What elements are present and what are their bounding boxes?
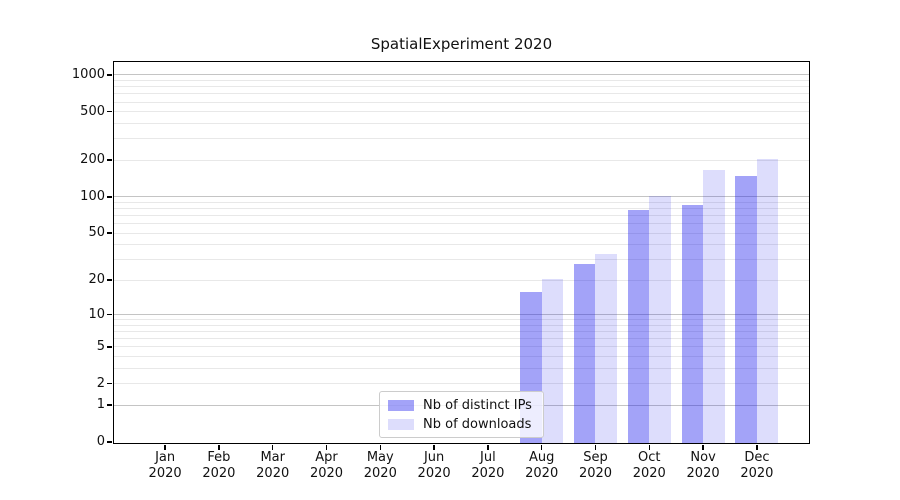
legend-item-distinct-ips: Nb of distinct IPs [388,398,535,413]
gridline-minor-2 [114,383,809,385]
x-tick-apr-2020 [325,445,328,450]
y-tick-2 [107,382,112,385]
bar-nb-of-distinct-ips-dec-2020 [735,176,757,443]
x-tick-jan-2020 [164,445,166,450]
gridline-minor-70 [114,215,809,217]
gridline-minor-400 [114,123,809,125]
bar-nb-of-distinct-ips-oct-2020 [627,209,650,443]
y-tick-500 [107,110,112,113]
x-tick-dec-2020 [756,445,758,450]
legend-item-downloads: Nb of downloads [388,417,535,432]
bar-nb-of-downloads-oct-2020 [649,195,671,443]
gridline-minor-80 [114,208,809,210]
gridline-minor-600 [114,101,809,103]
legend-swatch-distinct-ips [388,399,414,411]
bar-nb-of-downloads-sep-2020 [595,254,617,443]
gridline-minor-40 [114,244,809,246]
y-tick-label-20: 20 [88,272,105,288]
gridline-minor-5 [114,346,809,348]
x-tick-label-mar-2020: Mar 2020 [256,450,290,481]
x-tick-may-2020 [379,445,382,450]
gridline-minor-500 [114,111,809,113]
x-tick-label-jan-2020: Jan 2020 [148,450,182,481]
bar-nb-of-distinct-ips-nov-2020 [681,204,704,443]
gridline-minor-8 [114,324,809,326]
gridline-minor-90 [114,201,809,203]
y-tick-1 [107,404,112,406]
x-tick-mar-2020 [271,445,274,450]
x-tick-label-jul-2020: Jul 2020 [471,450,505,481]
gridline-major-100 [114,196,809,198]
y-tick-label-5: 5 [96,338,105,354]
x-tick-label-may-2020: May 2020 [363,450,397,481]
x-tick-label-aug-2020: Aug 2020 [525,450,559,481]
y-tick-label-100: 100 [80,188,105,204]
x-tick-sep-2020 [594,445,597,450]
legend-swatch-downloads [388,418,414,430]
chart-title: SpatialExperiment 2020 [370,35,553,53]
y-tick-1000 [107,74,112,76]
x-tick-feb-2020 [218,445,220,450]
y-tick-200 [107,159,112,161]
gridline-minor-800 [114,86,809,88]
y-tick-50 [107,232,112,234]
x-tick-aug-2020 [540,445,543,450]
gridline-minor-7 [114,331,809,333]
legend-label-downloads: Nb of downloads [423,416,532,432]
y-tick-10 [107,313,112,316]
y-tick-20 [107,279,112,281]
gridline-minor-4 [114,355,809,357]
y-tick-label-50: 50 [88,225,105,241]
y-tick-label-1: 1 [96,397,105,413]
gridline-minor-300 [114,138,809,140]
gridline-minor-200 [114,159,809,161]
gridline-major-10 [114,314,809,316]
gridline-minor-50 [114,232,809,234]
bar-nb-of-downloads-nov-2020 [703,170,725,443]
gridline-minor-3 [114,367,809,369]
y-tick-label-10: 10 [88,306,105,322]
gridline-minor-900 [114,80,809,82]
x-tick-label-oct-2020: Oct 2020 [632,450,666,481]
gridline-minor-6 [114,338,809,340]
y-tick-label-200: 200 [80,152,105,168]
gridline-major-1000 [114,74,809,76]
gridline-minor-30 [114,259,809,261]
y-tick-100 [107,196,112,198]
gridline-minor-9 [114,319,809,321]
legend: Nb of distinct IPs Nb of downloads [379,391,544,438]
x-tick-label-jun-2020: Jun 2020 [417,450,451,481]
y-tick-label-1000: 1000 [71,66,105,82]
x-tick-label-apr-2020: Apr 2020 [309,450,344,481]
legend-label-distinct-ips: Nb of distinct IPs [423,397,532,413]
y-tick-label-500: 500 [80,103,105,119]
gridline-minor-700 [114,93,809,95]
y-tick-label-0: 0 [96,434,105,449]
bar-nb-of-downloads-dec-2020 [756,158,779,443]
x-tick-label-sep-2020: Sep 2020 [578,450,613,481]
plot-area: Nb of distinct IPs Nb of downloads 0 1 2 5 1… [72,61,810,481]
y-tick-5 [107,346,112,348]
x-tick-label-nov-2020: Nov 2020 [686,450,720,481]
bar-nb-of-downloads-aug-2020 [541,278,564,443]
x-tick-jul-2020 [487,445,489,450]
gridline-minor-20 [114,279,809,281]
x-tick-label-feb-2020: Feb 2020 [202,450,236,481]
bar-nb-of-distinct-ips-sep-2020 [573,264,596,443]
gridline-minor-60 [114,223,809,225]
x-tick-label-dec-2020: Dec 2020 [740,450,774,481]
x-tick-nov-2020 [702,445,704,450]
y-tick-label-2: 2 [96,375,105,391]
x-tick-jun-2020 [433,445,435,450]
y-tick-0 [107,441,112,443]
x-tick-oct-2020 [648,445,651,450]
